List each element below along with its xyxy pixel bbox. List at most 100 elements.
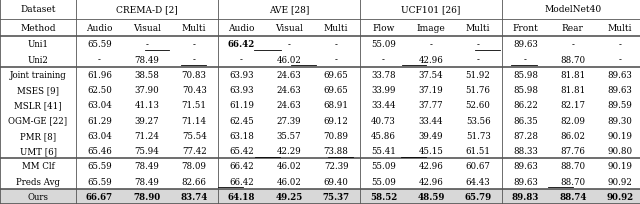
Text: -: - [145,40,148,49]
Text: ModelNet40: ModelNet40 [544,5,602,14]
Text: 37.90: 37.90 [134,86,159,95]
Text: 85.98: 85.98 [513,71,538,79]
Text: 75.54: 75.54 [182,131,207,140]
Text: 70.83: 70.83 [182,71,207,79]
Text: 82.17: 82.17 [561,101,586,110]
Text: 70.89: 70.89 [324,131,349,140]
Text: 63.93: 63.93 [229,86,253,95]
Text: 46.02: 46.02 [276,177,301,186]
Text: 37.77: 37.77 [419,101,443,110]
Text: 41.13: 41.13 [134,101,159,110]
Text: Front: Front [513,24,538,33]
Text: 24.63: 24.63 [276,86,301,95]
Text: -: - [240,55,243,64]
Text: 78.49: 78.49 [134,162,159,171]
Text: 68.91: 68.91 [324,101,349,110]
Text: 45.86: 45.86 [371,131,396,140]
Text: 72.39: 72.39 [324,162,348,171]
Text: 42.29: 42.29 [276,146,301,155]
Text: 61.96: 61.96 [87,71,112,79]
Text: 69.12: 69.12 [324,116,349,125]
Text: 75.37: 75.37 [323,192,349,201]
Text: 55.09: 55.09 [371,40,396,49]
Text: -: - [572,40,574,49]
Text: 90.80: 90.80 [607,146,633,155]
Text: 65.59: 65.59 [87,177,112,186]
Text: PMR [8]: PMR [8] [20,131,56,140]
Text: 70.43: 70.43 [182,86,207,95]
Text: Visual: Visual [133,24,161,33]
Text: 55.41: 55.41 [371,146,396,155]
Text: 33.44: 33.44 [419,116,443,125]
Text: 53.56: 53.56 [466,116,490,125]
Text: MSLR [41]: MSLR [41] [14,101,62,110]
Text: 90.19: 90.19 [607,131,633,140]
Text: -: - [98,55,101,64]
Text: 87.28: 87.28 [513,131,538,140]
Text: 64.18: 64.18 [228,192,255,201]
Text: 37.54: 37.54 [419,71,443,79]
Text: 66.42: 66.42 [229,162,254,171]
Text: -: - [524,55,527,64]
Text: 24.63: 24.63 [276,71,301,79]
Text: 88.74: 88.74 [559,192,587,201]
Text: 71.51: 71.51 [182,101,207,110]
Text: 88.33: 88.33 [513,146,538,155]
Text: Visual: Visual [275,24,303,33]
Text: 60.67: 60.67 [466,162,491,171]
Text: 24.63: 24.63 [276,101,301,110]
Text: 51.92: 51.92 [466,71,491,79]
Text: 35.57: 35.57 [276,131,301,140]
Text: 61.19: 61.19 [229,101,254,110]
Text: 86.02: 86.02 [561,131,586,140]
Text: 71.14: 71.14 [182,116,207,125]
Text: 58.52: 58.52 [370,192,397,201]
Text: MSES [9]: MSES [9] [17,86,59,95]
Text: UMT [6]: UMT [6] [20,146,56,155]
Text: 42.96: 42.96 [419,177,443,186]
Text: 69.65: 69.65 [324,86,349,95]
Text: 89.63: 89.63 [608,86,632,95]
Text: Rear: Rear [562,24,584,33]
Text: Audio: Audio [86,24,113,33]
Text: 48.59: 48.59 [417,192,445,201]
Text: 66.67: 66.67 [86,192,113,201]
Text: Joint training: Joint training [10,71,67,79]
Text: Multi: Multi [182,24,206,33]
Text: 89.63: 89.63 [513,40,538,49]
Text: 75.94: 75.94 [134,146,159,155]
Text: 81.81: 81.81 [560,71,586,79]
Text: 33.44: 33.44 [371,101,396,110]
Text: 89.63: 89.63 [608,71,632,79]
Text: CREMA-D [2]: CREMA-D [2] [116,5,178,14]
Text: -: - [619,55,621,64]
Text: Multi: Multi [466,24,490,33]
Text: 62.45: 62.45 [229,116,254,125]
Text: 65.59: 65.59 [87,162,112,171]
Text: 61.51: 61.51 [466,146,491,155]
Text: 77.42: 77.42 [182,146,207,155]
Text: 45.15: 45.15 [419,146,444,155]
Text: 55.09: 55.09 [371,162,396,171]
Bar [0,189,640,204]
Text: 55.09: 55.09 [371,177,396,186]
Text: 90.92: 90.92 [608,177,632,186]
Text: 86.35: 86.35 [513,116,538,125]
Text: 63.04: 63.04 [87,131,112,140]
Text: 64.43: 64.43 [466,177,490,186]
Text: Ours: Ours [28,192,49,201]
Text: 89.63: 89.63 [513,177,538,186]
Text: Multi: Multi [324,24,348,33]
Text: Method: Method [20,24,56,33]
Text: 87.76: 87.76 [561,146,585,155]
Text: 89.83: 89.83 [512,192,539,201]
Text: 69.40: 69.40 [324,177,349,186]
Text: -: - [335,55,337,64]
Text: -: - [619,40,621,49]
Text: 66.42: 66.42 [228,40,255,49]
Text: 51.73: 51.73 [466,131,490,140]
Text: 52.60: 52.60 [466,101,491,110]
Text: 63.18: 63.18 [229,131,254,140]
Text: 42.96: 42.96 [419,55,443,64]
Text: -: - [335,40,337,49]
